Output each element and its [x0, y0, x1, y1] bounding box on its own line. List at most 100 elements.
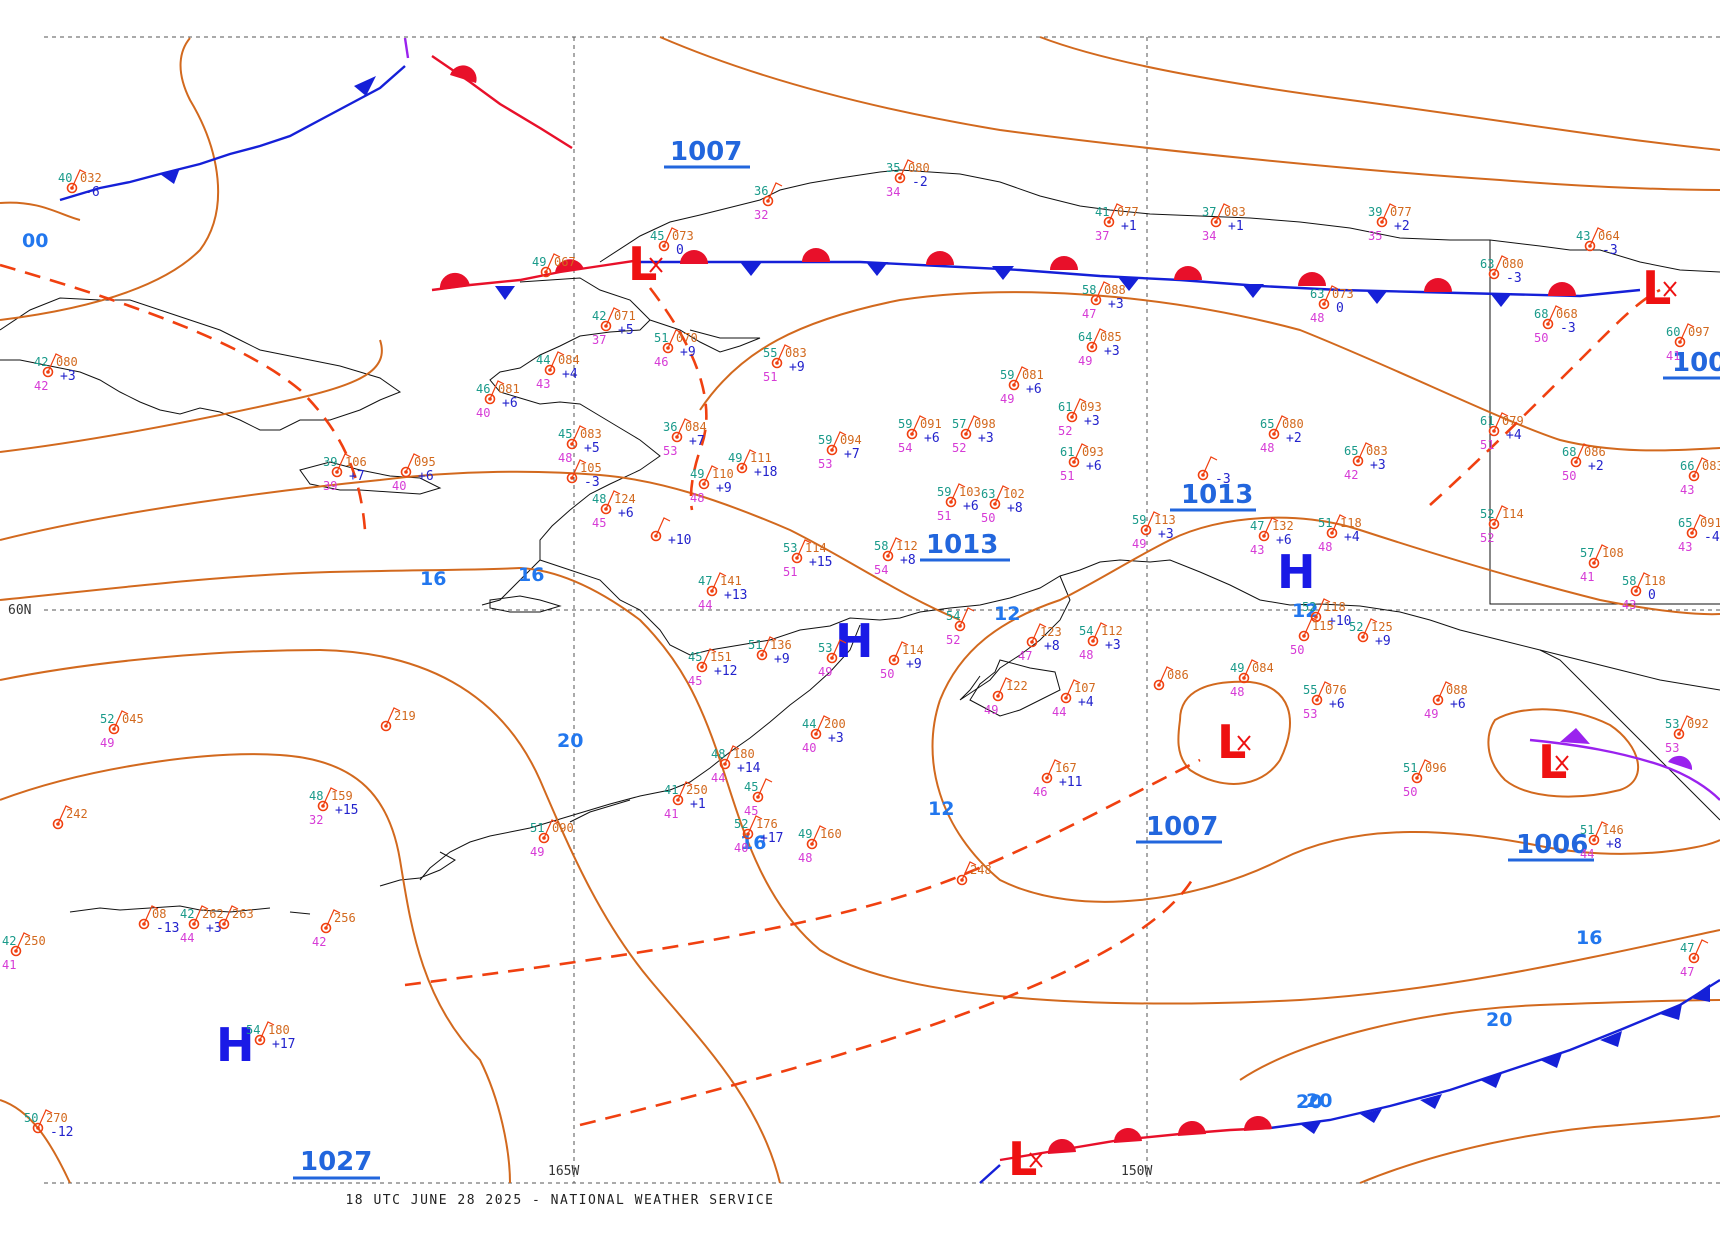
wind-barb	[1679, 323, 1695, 343]
station-pressure: 073	[1332, 287, 1354, 301]
station-temperature: 58	[1082, 283, 1096, 297]
station-dewpoint: 46	[1033, 785, 1047, 799]
pressure-value: 1007	[1146, 812, 1218, 842]
station-temperature: 47	[698, 574, 712, 588]
station-marker	[1411, 772, 1423, 784]
station-marker	[956, 874, 968, 886]
wind-barb	[1323, 285, 1339, 305]
isobar-label: 20	[557, 730, 583, 752]
wind-barb	[1693, 457, 1709, 477]
station-plot: 51 118+4 48	[1318, 514, 1362, 554]
wind-barb	[1065, 679, 1081, 699]
station-temperature: 42	[592, 309, 606, 323]
station-marker	[1197, 469, 1209, 481]
station-pressure-tendency: +6	[1329, 697, 1345, 712]
station-pressure: 068	[1556, 307, 1578, 321]
station-marker	[662, 342, 674, 354]
station-temperature: 59	[898, 417, 912, 431]
wind-barb	[1547, 305, 1563, 325]
station-marker	[218, 918, 230, 930]
station-dewpoint: 44	[711, 771, 725, 785]
station-pressure-tendency: +6	[618, 506, 634, 521]
station-plot: 59 103+6 51	[937, 483, 981, 523]
station-dewpoint: 43	[1622, 598, 1636, 612]
station-pressure: 112	[1101, 624, 1123, 638]
station-plot: 68 068-3 50	[1534, 305, 1578, 345]
station-pressure-tendency: +3	[206, 921, 222, 936]
station-marker	[650, 530, 662, 542]
station-pressure: 083	[580, 427, 602, 441]
station-dewpoint: 48	[558, 451, 572, 465]
wind-barb	[325, 909, 341, 929]
wind-barb	[887, 537, 903, 557]
station-pressure: 114	[805, 541, 827, 555]
station-pressure: 250	[24, 934, 46, 948]
station-pressure-tendency: 0	[1648, 588, 1656, 603]
station-pressure: 256	[334, 911, 356, 925]
station-pressure: 095	[414, 455, 436, 469]
station-pressure-tendency: +6	[1086, 459, 1102, 474]
station-marker	[826, 444, 838, 456]
station-pressure-tendency: +1	[1228, 219, 1244, 234]
station-dewpoint: 48	[690, 491, 704, 505]
station-dewpoint: 47	[1680, 965, 1694, 979]
wind-barb	[701, 648, 717, 668]
station-temperature: 39	[323, 455, 337, 469]
station-marker	[484, 393, 496, 405]
station-pressure-tendency: 0	[1336, 301, 1344, 316]
station-pressure: 098	[974, 417, 996, 431]
station-plot: 59 081+6 49	[1000, 366, 1044, 406]
station-pressure-tendency: +3	[1105, 638, 1121, 653]
station-dewpoint: 48	[798, 851, 812, 865]
station-plot: 49 067	[532, 253, 576, 278]
station-marker	[1268, 428, 1280, 440]
wind-barb	[815, 715, 831, 735]
station-temperature: 46	[476, 382, 490, 396]
station-dewpoint: 43	[1250, 543, 1264, 557]
station-plot: 115 50	[1290, 617, 1334, 657]
station-plot: 51 090 49	[530, 819, 574, 859]
station-plot: 167+11 46	[1033, 759, 1082, 799]
station-marker	[540, 266, 552, 278]
station-temperature: 49	[532, 255, 546, 269]
station-plot: 48 180+14 44	[711, 745, 761, 785]
wind-barb	[605, 307, 621, 327]
station-plot: 53 114+15 51	[783, 539, 832, 579]
station-pressure-tendency: -13	[156, 921, 179, 936]
station-dewpoint: 41	[1580, 570, 1594, 584]
station-temperature: 52	[100, 712, 114, 726]
station-temperature: 44	[536, 353, 550, 367]
station-pressure-tendency: +6	[924, 431, 940, 446]
station-plot: 088+6 49	[1424, 681, 1468, 721]
wind-barb	[796, 539, 812, 559]
station-temperature: 45	[688, 650, 702, 664]
station-pressure: 091	[1700, 516, 1720, 530]
station-marker	[1140, 524, 1152, 536]
wind-barb	[1691, 514, 1707, 534]
station-marker	[1376, 216, 1388, 228]
wind-barb	[385, 707, 401, 727]
station-plot: 123+8 47	[1018, 623, 1062, 663]
station-dewpoint: 52	[946, 633, 960, 647]
wind-barb	[47, 353, 63, 373]
station-pressure: 073	[672, 229, 694, 243]
wind-barb	[489, 380, 505, 400]
station-plot: 44 084+4 43	[536, 351, 580, 391]
station-temperature: 42	[180, 907, 194, 921]
station-pressure-tendency: +15	[809, 555, 832, 570]
isobar-label: 16	[420, 568, 446, 590]
station-plot: 53 092 53	[1665, 715, 1709, 755]
station-plot: 61 093+3 52	[1058, 398, 1102, 438]
station-marker	[1588, 834, 1600, 846]
station-plot: 52 125+9	[1349, 618, 1393, 649]
wind-barb	[71, 169, 87, 189]
wind-barb	[571, 459, 587, 479]
station-dewpoint: 53	[818, 457, 832, 471]
wind-barb	[57, 805, 73, 825]
station-dewpoint: 49	[1000, 392, 1014, 406]
station-pressure: 083	[785, 346, 807, 360]
station-plot: 51 096 50	[1403, 759, 1447, 799]
wind-barb	[911, 415, 927, 435]
wind-barb	[1031, 623, 1047, 643]
